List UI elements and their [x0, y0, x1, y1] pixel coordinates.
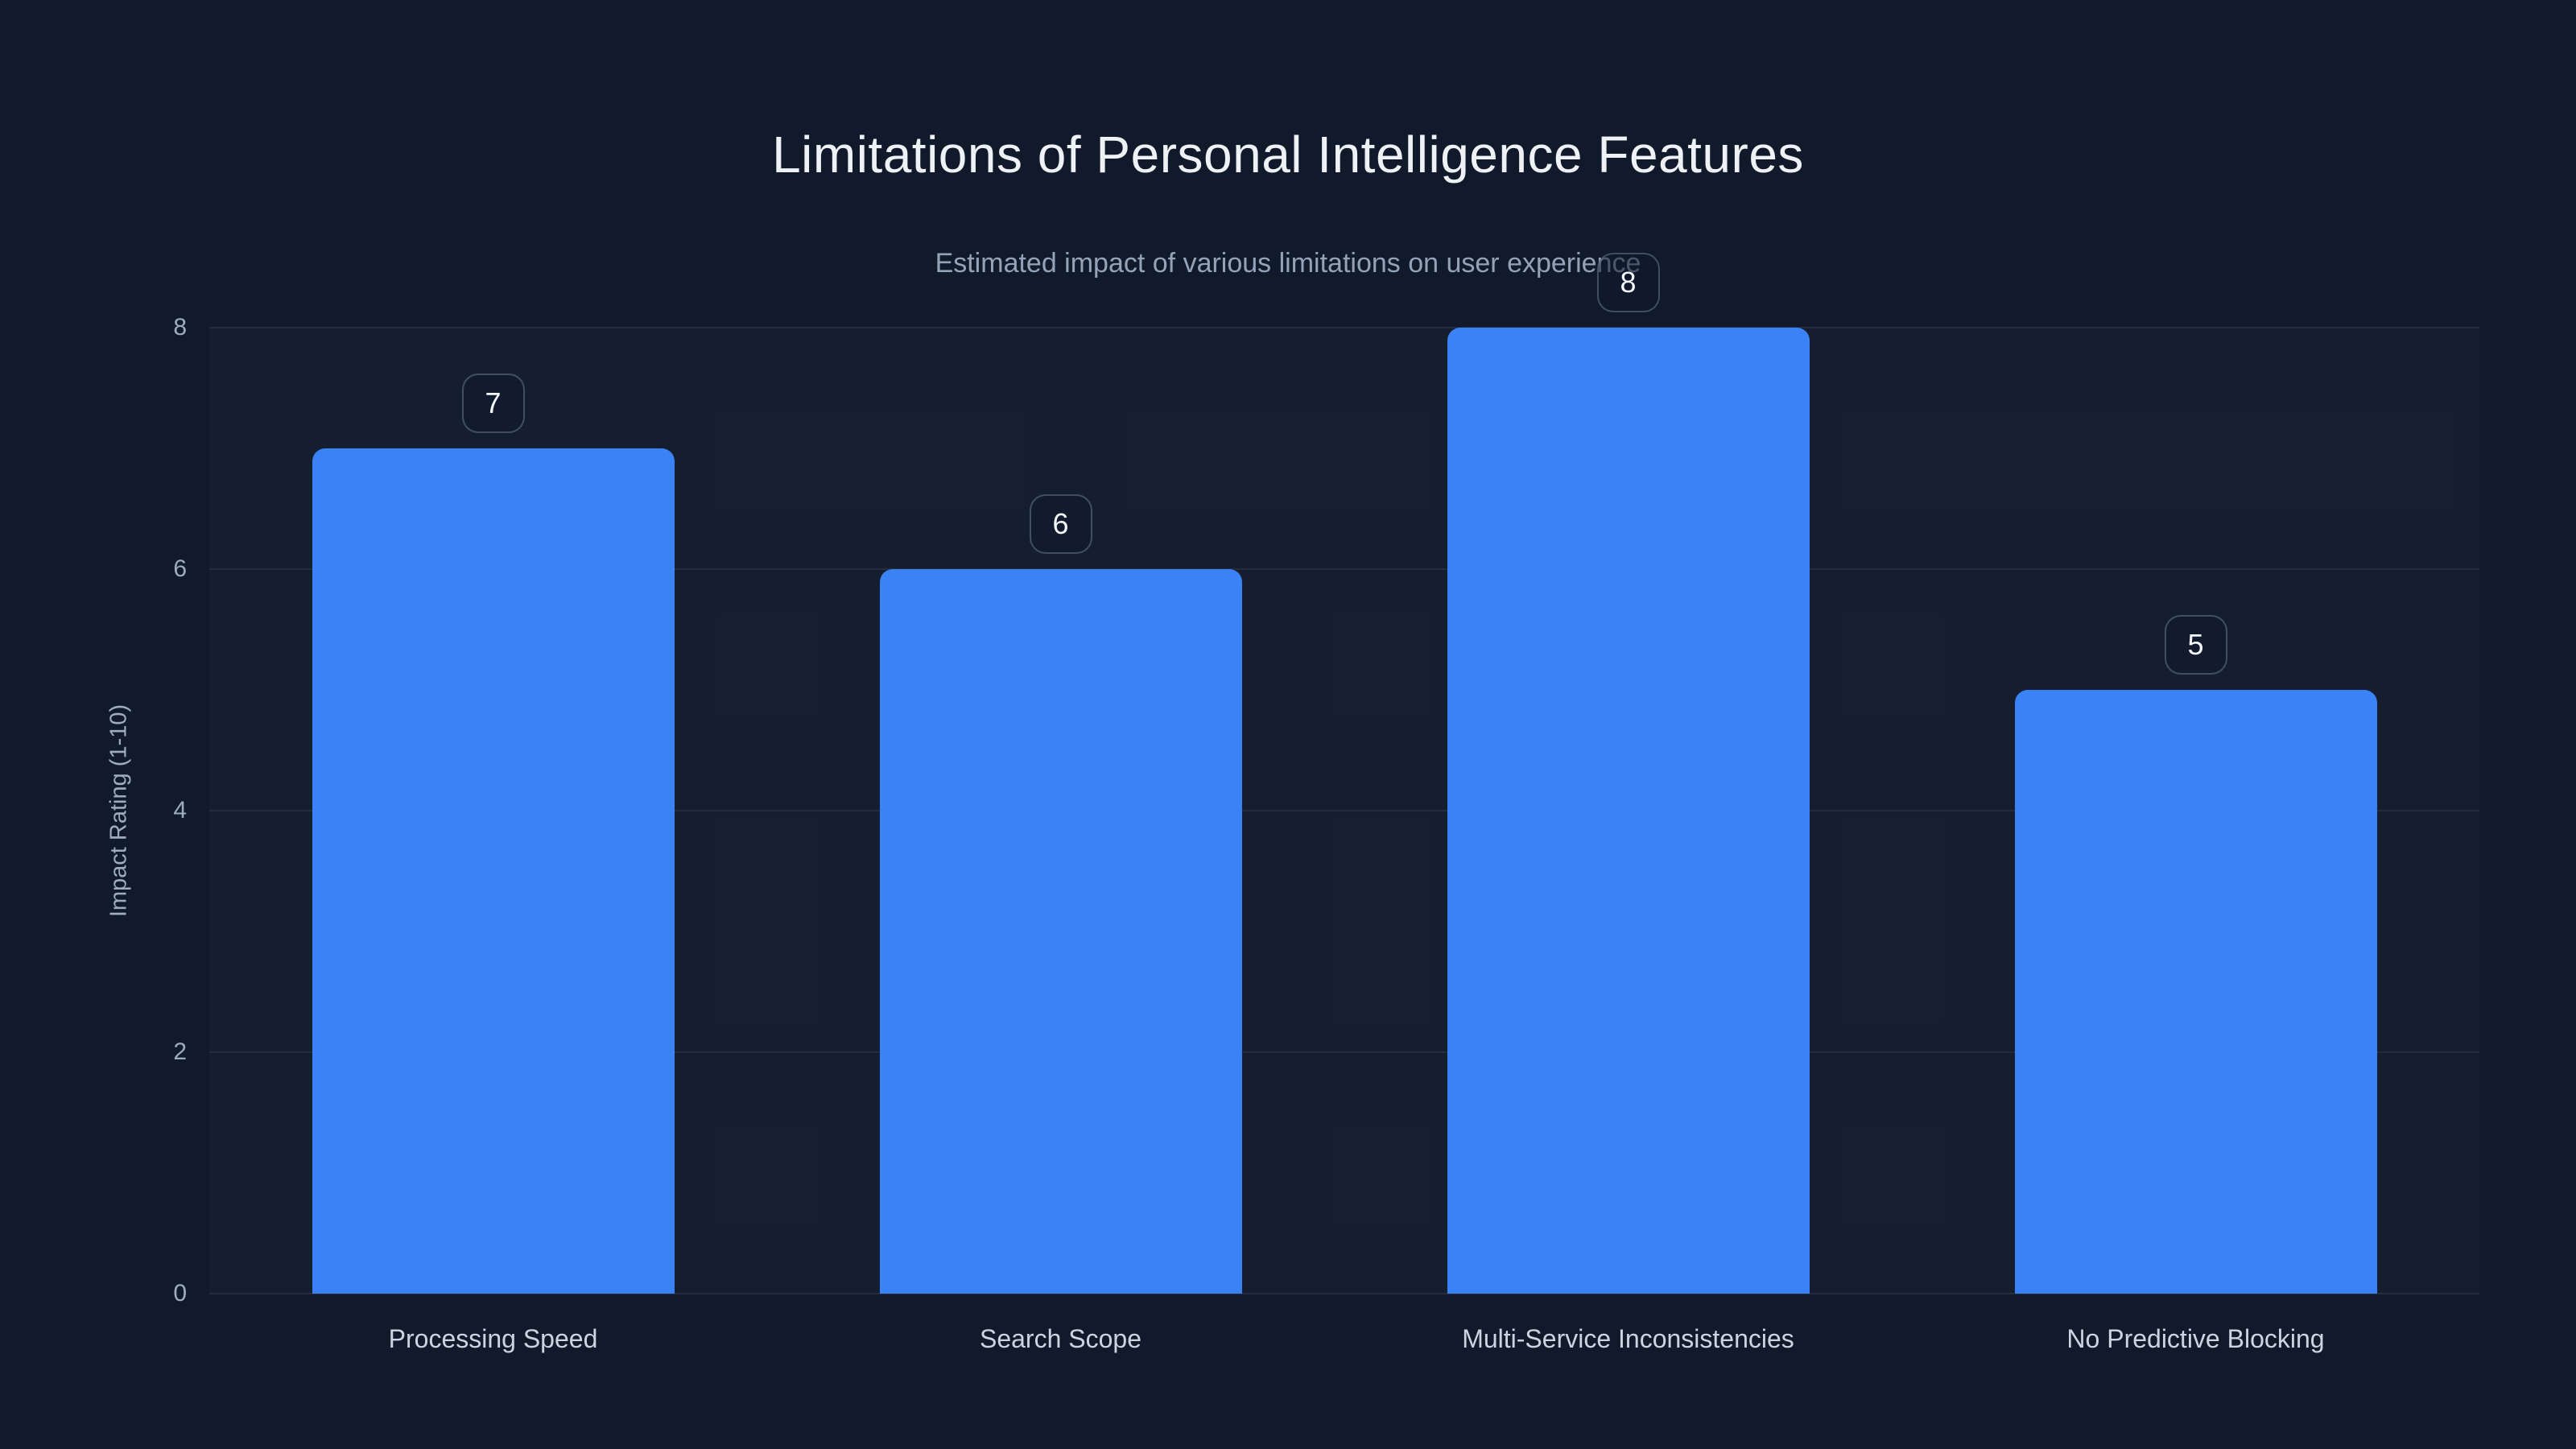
bar-multi-service-inconsistencies	[1447, 328, 1810, 1294]
gridline-8	[209, 327, 2479, 328]
value-badge-multi-service-inconsistencies: 8	[1596, 253, 1660, 312]
chart-title: Limitations of Personal Intelligence Fea…	[772, 125, 1804, 184]
value-badge-search-scope: 6	[1029, 494, 1092, 554]
y-tick-label-0: 0	[173, 1280, 187, 1307]
gridline-6	[209, 568, 2479, 570]
y-tick-label-6: 6	[173, 555, 187, 582]
y-tick-label-4: 4	[173, 797, 187, 824]
bar-no-predictive-blocking	[2014, 690, 2377, 1294]
x-label-multi-service-inconsistencies: Multi-Service Inconsistencies	[1462, 1324, 1794, 1353]
bar-processing-speed	[312, 448, 675, 1294]
bar-search-scope	[879, 569, 1242, 1294]
gridline-0	[209, 1293, 2479, 1294]
chart-subtitle: Estimated impact of various limitations …	[935, 248, 1641, 279]
value-badge-no-predictive-blocking: 5	[2164, 615, 2227, 675]
x-label-no-predictive-blocking: No Predictive Blocking	[2066, 1324, 2325, 1353]
value-badge-processing-speed: 7	[461, 374, 525, 433]
x-label-processing-speed: Processing Speed	[388, 1324, 598, 1353]
x-label-search-scope: Search Scope	[979, 1324, 1141, 1353]
y-tick-label-8: 8	[173, 314, 187, 341]
gridline-2	[209, 1051, 2479, 1053]
y-tick-label-2: 2	[173, 1038, 187, 1065]
gridline-4	[209, 810, 2479, 811]
plot-area	[209, 327, 2479, 1294]
